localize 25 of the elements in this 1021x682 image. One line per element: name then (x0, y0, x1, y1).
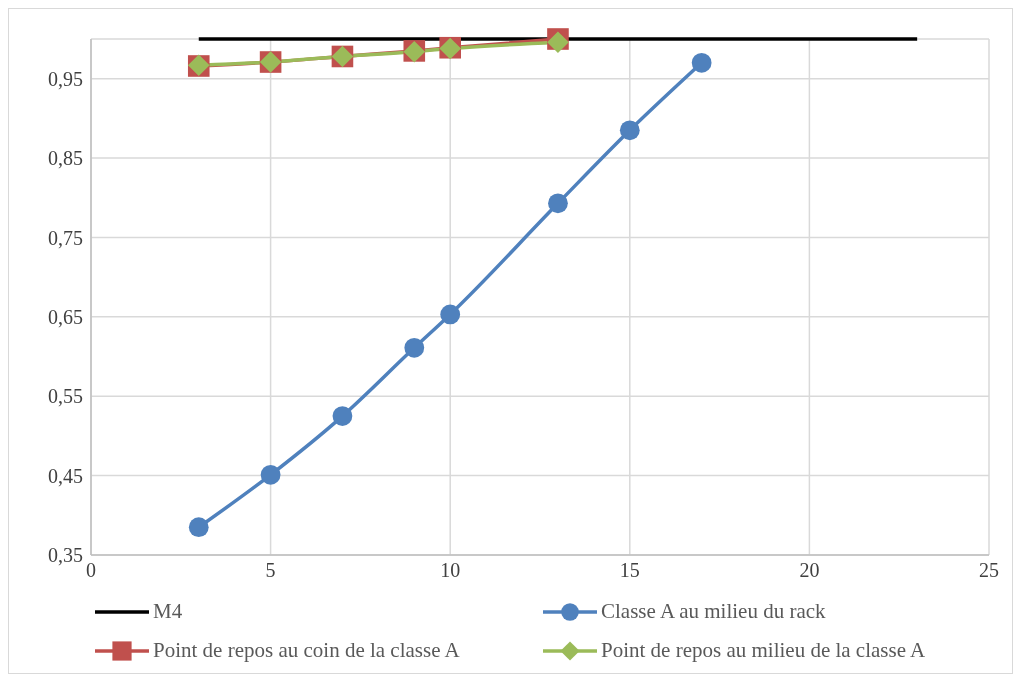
point (691, 52, 712, 73)
point (619, 120, 640, 141)
legend-label: M4 (153, 599, 183, 624)
x-tick-label: 25 (979, 559, 999, 582)
y-tick-label: 0,75 (48, 226, 83, 249)
point (260, 464, 281, 485)
legend-label: Point de repos au coin de la classe A (153, 638, 460, 663)
point (188, 517, 209, 538)
x-tick-label: 10 (440, 559, 461, 582)
point (332, 406, 353, 426)
y-tick-label: 0,65 (48, 305, 83, 328)
y-tick-label: 0,35 (48, 544, 83, 567)
point (548, 193, 568, 214)
x-tick-label: 15 (619, 559, 640, 582)
x-tick-label: 20 (799, 559, 820, 582)
point (440, 304, 461, 325)
x-tick-label: 5 (265, 559, 276, 582)
y-tick-label: 0,95 (48, 67, 83, 90)
x-tick-label: 0 (86, 559, 96, 582)
legend-label: Point de repos au milieu de la classe A (601, 638, 926, 663)
y-tick-label: 0,55 (48, 385, 83, 408)
legend-label: Classe A au milieu du rack (601, 599, 826, 624)
y-tick-label: 0,45 (48, 464, 83, 487)
point (404, 337, 425, 358)
y-tick-label: 0,85 (48, 147, 83, 170)
